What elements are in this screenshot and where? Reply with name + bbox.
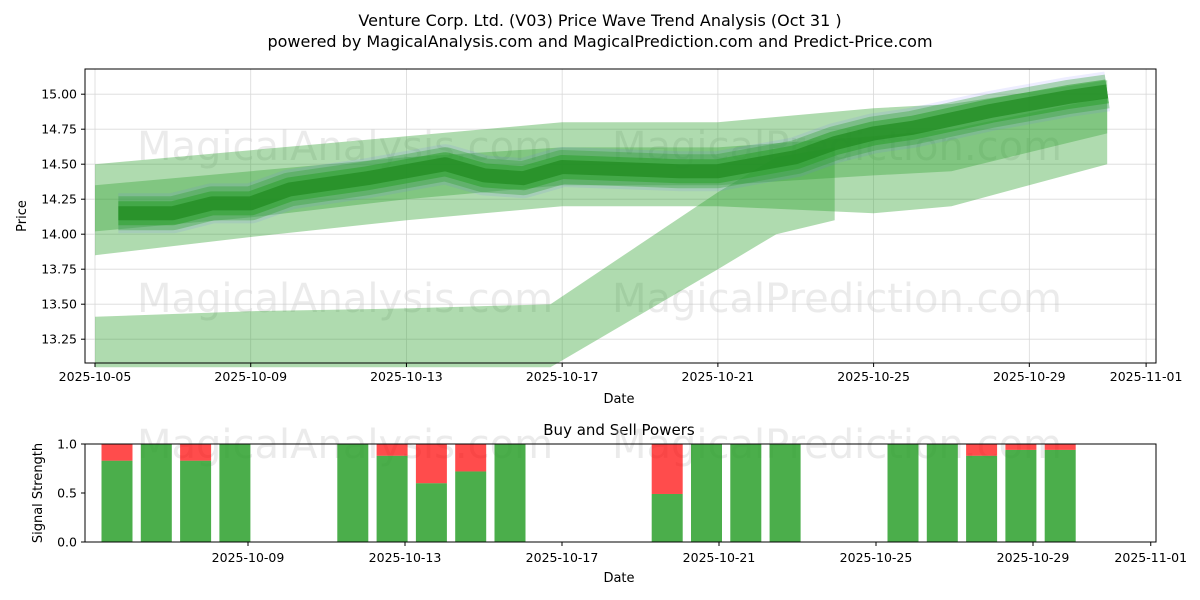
buy-bar xyxy=(966,455,998,542)
price-plot-frame xyxy=(84,68,1157,364)
signal-x-ticks: 2025-10-09 2025-10-13 2025-10-17 2025-10-21… xyxy=(212,542,1187,565)
price-x-tick-label: 2025-10-05 xyxy=(59,369,132,384)
buy-bar xyxy=(219,444,251,542)
signal-x-tick-label: 2025-10-29 xyxy=(997,550,1070,565)
price-y-tick-label: 13.50 xyxy=(41,297,77,312)
watermark-prediction-mid: MagicalPrediction.com xyxy=(612,276,1062,322)
buy-bar xyxy=(730,444,762,542)
sell-bar xyxy=(966,444,998,456)
price-y-tick-label: 14.50 xyxy=(41,157,77,172)
buy-bar xyxy=(769,444,801,542)
price-x-tick-label: 2025-10-29 xyxy=(993,369,1066,384)
price-grid xyxy=(85,69,1156,363)
signal-x-tick-label: 2025-10-09 xyxy=(212,550,285,565)
signal-x-tick-label: 2025-10-17 xyxy=(526,550,599,565)
sell-bar xyxy=(415,444,447,484)
band-low-band xyxy=(95,147,835,368)
chart-title: Venture Corp. Ltd. (V03) Price Wave Tren… xyxy=(358,11,841,30)
signal-y-tick-label: 0.5 xyxy=(57,486,77,501)
watermark-analysis-mid: MagicalAnalysis.com xyxy=(137,276,553,322)
buy-bar xyxy=(180,460,212,542)
buy-bar xyxy=(415,483,447,542)
price-y-tick-label: 14.25 xyxy=(41,192,77,207)
trend-core xyxy=(118,84,1109,221)
price-x-label: Date xyxy=(603,392,634,407)
price-y-tick-label: 13.25 xyxy=(41,332,77,347)
sell-bar xyxy=(101,444,133,461)
buy-bar xyxy=(140,444,172,542)
signal-x-tick-label: 2025-11-01 xyxy=(1114,550,1187,565)
price-x-tick-label: 2025-10-13 xyxy=(370,369,443,384)
sell-bar xyxy=(1005,444,1037,450)
sell-bar xyxy=(376,444,408,456)
signal-y-tick-label: 0.0 xyxy=(57,535,77,550)
price-y-tick-label: 14.00 xyxy=(41,227,77,242)
buy-bar xyxy=(101,460,133,542)
signal-y-label: Signal Strength xyxy=(31,443,46,543)
price-chart: MagicalAnalysis.com MagicalPrediction.co… xyxy=(15,68,1183,407)
buy-bar xyxy=(455,471,487,542)
sell-bar xyxy=(651,444,683,494)
price-bands xyxy=(95,71,1111,368)
signal-chart: Buy and Sell Powers MagicalAnalysis.com … xyxy=(31,421,1187,586)
signal-x-tick-label: 2025-10-13 xyxy=(369,550,442,565)
buy-bar xyxy=(926,444,958,542)
signal-y-tick-label: 1.0 xyxy=(57,437,77,452)
price-x-tick-label: 2025-11-01 xyxy=(1110,369,1183,384)
price-y-label: Price xyxy=(15,200,30,232)
sell-bar xyxy=(1044,444,1076,450)
chart-subtitle: powered by MagicalAnalysis.com and Magic… xyxy=(267,32,932,51)
buy-bar xyxy=(651,493,683,542)
sell-bar xyxy=(455,444,487,472)
signal-x-tick-label: 2025-10-21 xyxy=(683,550,756,565)
price-x-tick-label: 2025-10-21 xyxy=(682,369,755,384)
watermark-analysis-top: MagicalAnalysis.com xyxy=(137,124,553,170)
sell-bar xyxy=(180,444,212,461)
price-x-tick-label: 2025-10-17 xyxy=(526,369,599,384)
signal-bars xyxy=(101,444,1076,542)
price-x-ticks: 2025-10-05 2025-10-09 2025-10-13 2025-10-17… xyxy=(59,363,1183,384)
buy-bar xyxy=(887,444,919,542)
buy-bar xyxy=(1044,449,1076,542)
signal-y-ticks: 0.0 0.5 1.0 xyxy=(57,437,85,550)
buy-bar xyxy=(376,455,408,542)
price-y-tick-label: 14.75 xyxy=(41,122,77,137)
signal-x-label: Date xyxy=(603,571,634,586)
price-y-ticks: 13.25 13.50 13.75 14.00 14.25 14.50 14.75 15.00 xyxy=(41,87,85,347)
price-x-tick-label: 2025-10-09 xyxy=(214,369,287,384)
buy-bar xyxy=(337,444,369,542)
buy-bar xyxy=(494,444,526,542)
price-y-tick-label: 13.75 xyxy=(41,262,77,277)
buy-bar xyxy=(691,444,722,542)
price-x-tick-label: 2025-10-25 xyxy=(837,369,910,384)
signal-x-tick-label: 2025-10-25 xyxy=(840,550,913,565)
price-y-tick-label: 15.00 xyxy=(41,87,77,102)
signal-chart-title: Buy and Sell Powers xyxy=(543,421,695,439)
buy-bar xyxy=(1005,449,1037,542)
